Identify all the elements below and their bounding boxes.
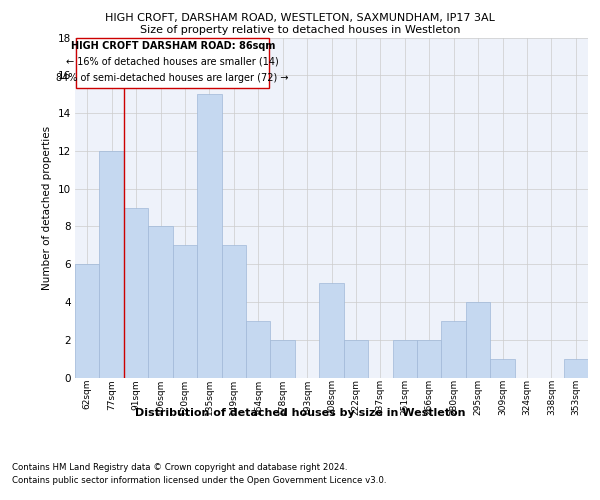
Text: ← 16% of detached houses are smaller (14): ← 16% of detached houses are smaller (14… [67,56,279,66]
Bar [319,283,344,378]
Bar [392,340,417,378]
Text: Contains public sector information licensed under the Open Government Licence v3: Contains public sector information licen… [12,476,386,485]
Text: HIGH CROFT, DARSHAM ROAD, WESTLETON, SAXMUNDHAM, IP17 3AL: HIGH CROFT, DARSHAM ROAD, WESTLETON, SAX… [105,12,495,22]
Text: 84% of semi-detached houses are larger (72) →: 84% of semi-detached houses are larger (… [56,72,289,83]
Bar [148,226,173,378]
Y-axis label: Number of detached properties: Number of detached properties [42,126,52,290]
Text: Contains HM Land Registry data © Crown copyright and database right 2024.: Contains HM Land Registry data © Crown c… [12,462,347,471]
Bar [344,340,368,378]
Bar [124,208,148,378]
Bar [271,340,295,378]
Text: Distribution of detached houses by size in Westleton: Distribution of detached houses by size … [135,408,465,418]
Bar [490,358,515,378]
Bar [417,340,442,378]
Bar [75,264,100,378]
Bar [221,246,246,378]
Text: Size of property relative to detached houses in Westleton: Size of property relative to detached ho… [140,25,460,35]
Bar [197,94,221,378]
Bar [173,246,197,378]
Bar [466,302,490,378]
Bar [442,321,466,378]
Bar [100,151,124,378]
Bar [246,321,271,378]
Bar [563,358,588,378]
FancyBboxPatch shape [76,38,269,88]
Text: HIGH CROFT DARSHAM ROAD: 86sqm: HIGH CROFT DARSHAM ROAD: 86sqm [71,41,275,51]
